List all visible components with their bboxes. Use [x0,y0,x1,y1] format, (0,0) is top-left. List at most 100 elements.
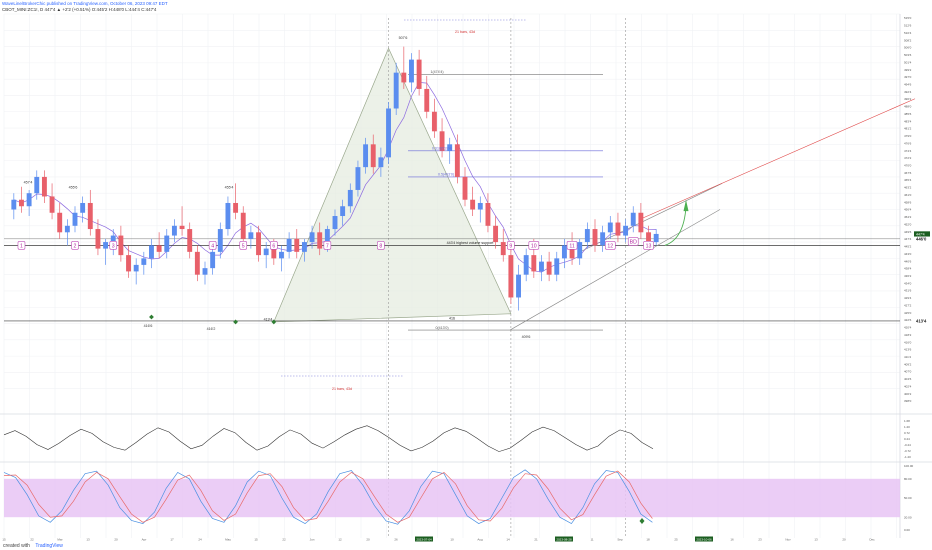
price-tick: 463'2 [904,186,912,190]
candle-body [103,242,109,249]
candle-body [156,245,162,252]
price-tick: 494'6 [904,82,912,86]
candle-body [508,255,514,298]
pivot-diamond [149,314,154,320]
time-tick: 22 [30,537,34,541]
candle-body [569,245,575,259]
time-tick: 20 [366,537,370,541]
candle-body [370,144,376,168]
candle-body [653,233,659,243]
low-price: 416'2 [207,327,216,331]
candle-body [233,202,239,213]
time-tick: 11 [590,537,593,541]
candle-body [141,258,147,265]
candle-body [133,264,139,272]
wave-label-text: 8 [379,243,382,249]
pivot-price-left: 457'4 [24,180,33,184]
candle-body [600,232,606,246]
time-tick: 15 [254,537,258,541]
harmonic-pattern [13,18,657,538]
wave-label-text: 13 [646,243,652,249]
oscillator-tick: 0.72 [904,431,910,435]
symbol-line: CBOT_MINI:ZC1!, D 447'4 ▲ +2'2 (+0.51%) … [2,7,157,12]
candle-body [454,144,460,177]
candle-body [439,131,445,151]
wave-label-box [208,241,217,250]
price-tick: 418'2 [904,333,912,337]
low-price: 419'4 [264,317,273,321]
level-tag: 413'4 [916,319,927,324]
bars-count-bottom: 21 bars, 43d [332,387,352,391]
price-tick: 452'0 [904,222,912,226]
candle-body [11,199,17,210]
candle-body [187,229,193,252]
candle-body [516,274,521,298]
candle-body [87,202,93,230]
projection-arrow [664,206,687,246]
price-tick: 445'2 [904,245,912,249]
wave-label-box [239,241,248,250]
price-tick: 436'2 [904,274,912,278]
candle-body [477,202,483,210]
floor-label: 416 [449,316,455,320]
stoch-tick: 50.00 [904,496,912,500]
stoch-tick: 20.00 [904,515,912,519]
oscillator-tick: -0.72 [904,449,911,453]
price-tick: 409'2 [904,362,912,366]
time-tick: 20 [842,537,846,541]
candle-body [301,242,307,252]
price-tick: 447'4 [904,237,912,241]
candle-body [447,144,453,151]
wave-label-box [643,241,654,250]
price-tick: 461'0 [904,193,912,197]
candle-body [431,111,437,132]
time-tick: 16 [730,537,734,541]
wave-label-text: 9 [509,243,512,249]
wave-label-box [566,241,578,250]
oscillator-line [3,425,654,452]
candle-body [324,229,330,249]
price-tick: 508'2 [904,38,912,42]
candle-body [64,225,70,233]
low-price: 416'6 [144,324,153,328]
stoch-tick: 80.00 [904,477,912,481]
candle-body [523,255,529,275]
candle-body [34,176,40,194]
footer-created-with: created with [3,543,30,549]
time-tick: Mar [57,537,62,541]
signal-diamond [639,518,645,524]
pivot-diamond [233,319,238,325]
time-tick: May [225,537,231,541]
candle-body [286,238,292,252]
candle-body [363,144,369,168]
time-tick: 14 [506,537,510,541]
candle-body [584,229,590,243]
candle-body [248,232,254,239]
stoch-tick: 100.00 [904,464,914,468]
date-tag-bg [555,536,573,542]
wave-label-text: 10 [531,243,537,249]
wave-label-text: 3 [112,243,115,249]
candle-body [401,72,407,83]
time-tick: Dec [869,537,875,541]
time-tick: 24 [198,537,202,541]
price-tick: 515'0 [904,16,912,20]
price-tick: 488'0 [904,105,912,109]
candle-body [126,255,131,272]
price-tick: 413'6 [904,348,912,352]
time-tick: Sep [617,537,623,541]
wave-label-box [270,241,278,250]
oscillator-tick: -1.20 [904,455,911,459]
wave-label-text: 11 [569,243,574,249]
candle-body [49,196,55,213]
price-tick: 483'4 [904,119,912,123]
candle-body [355,167,361,190]
time-tick: Aug [477,537,483,541]
candle-body [340,206,346,217]
wave-label-box [604,241,616,250]
wave-label-text: BD [630,239,637,245]
candle-body [80,202,86,213]
oscillator-tick: 1.68 [904,419,910,423]
candle-body [171,225,177,236]
